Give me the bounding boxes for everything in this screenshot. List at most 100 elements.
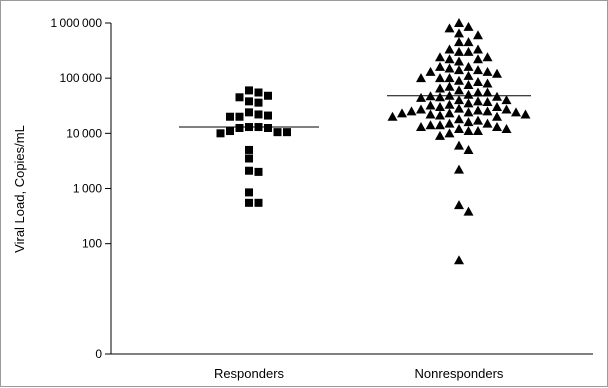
median-lines — [179, 95, 531, 128]
nonresponder-point-5 — [454, 37, 464, 47]
responder-point-25 — [254, 198, 263, 207]
nonresponder-point-85 — [454, 200, 464, 210]
nonresponder-point-47 — [463, 98, 474, 108]
nonresponder-point-53 — [416, 104, 426, 114]
nonresponder-point-8 — [473, 44, 483, 54]
responder-point-21 — [245, 166, 253, 175]
nonresponder-point-64 — [435, 110, 445, 120]
nonresponder-point-28 — [454, 75, 464, 85]
y-axis-title: Viral Load, Copies/mL — [12, 125, 27, 253]
nonresponder-point-49 — [425, 100, 436, 110]
data-points — [216, 18, 531, 265]
nonresponder-point-42 — [416, 92, 426, 102]
nonresponder-point-12 — [482, 52, 493, 62]
nonresponder-point-19 — [454, 65, 464, 75]
nonresponder-point-21 — [482, 66, 493, 76]
nonresponder-point-23 — [492, 68, 502, 78]
responder-point-0 — [245, 86, 253, 95]
nonresponder-point-20 — [473, 65, 483, 75]
nonresponder-point-59 — [511, 107, 521, 117]
nonresponder-point-73 — [425, 120, 436, 130]
y-tick-label-5: 1 000 000 — [50, 16, 102, 30]
nonresponder-point-71 — [482, 118, 493, 128]
nonresponder-point-2 — [444, 23, 455, 33]
responder-point-16 — [273, 128, 282, 137]
nonresponder-point-76 — [454, 123, 464, 133]
nonresponder-point-25 — [444, 73, 455, 83]
responder-point-24 — [245, 198, 253, 207]
nonresponder-point-36 — [482, 87, 493, 97]
nonresponder-point-35 — [473, 87, 483, 97]
responder-point-4 — [245, 97, 253, 106]
responder-point-15 — [226, 127, 234, 136]
nonresponder-point-83 — [463, 144, 474, 154]
nonresponder-point-51 — [492, 102, 502, 112]
nonresponder-point-54 — [501, 104, 512, 114]
nonresponder-point-70 — [444, 118, 455, 128]
nonresponder-point-16 — [463, 61, 474, 71]
responder-point-18 — [283, 128, 291, 137]
nonresponder-point-74 — [492, 122, 502, 132]
responder-point-19 — [245, 145, 253, 154]
nonresponder-point-22 — [425, 66, 436, 76]
nonresponder-point-37 — [463, 89, 474, 99]
nonresponder-point-40 — [492, 91, 502, 101]
nonresponder-point-67 — [454, 114, 464, 124]
responder-point-20 — [245, 154, 253, 163]
nonresponder-point-14 — [473, 54, 483, 64]
y-axis-ticks: 0 100 1 000 10 000 100 000 1 000 000 — [50, 16, 111, 361]
responder-point-8 — [235, 112, 244, 121]
nonresponder-point-69 — [463, 117, 474, 127]
nonresponder-point-66 — [387, 111, 398, 121]
nonresponder-point-87 — [454, 255, 464, 265]
nonresponder-point-78 — [463, 126, 474, 136]
nonresponder-point-65 — [492, 111, 502, 121]
y-tick-label-3: 10 000 — [66, 126, 102, 140]
responder-point-13 — [235, 123, 244, 132]
nonresponder-point-57 — [406, 106, 417, 116]
nonresponder-point-45 — [473, 96, 483, 106]
nonresponder-point-33 — [435, 83, 445, 93]
nonresponder-point-43 — [454, 95, 464, 105]
nonresponder-point-46 — [482, 96, 493, 106]
nonresponder-point-7 — [444, 44, 455, 54]
nonresponder-point-15 — [454, 56, 464, 66]
nonresponder-point-1 — [463, 21, 474, 31]
nonresponder-point-50 — [435, 102, 445, 112]
nonresponder-point-3 — [454, 28, 464, 38]
nonresponder-point-13 — [444, 54, 455, 64]
nonresponder-point-77 — [501, 123, 512, 133]
nonresponder-point-32 — [444, 81, 455, 91]
nonresponder-point-6 — [463, 37, 474, 47]
nonresponder-point-4 — [473, 30, 483, 40]
nonresponder-point-24 — [463, 70, 474, 80]
category-label-nonresponders: Nonresponders — [415, 366, 504, 381]
nonresponder-point-41 — [435, 92, 445, 102]
responder-point-2 — [235, 93, 244, 102]
nonresponder-point-61 — [397, 108, 407, 118]
nonresponder-point-17 — [435, 61, 445, 71]
responder-point-22 — [254, 167, 263, 176]
responder-point-9 — [264, 111, 272, 120]
nonresponder-point-58 — [463, 107, 474, 117]
responder-point-1 — [254, 88, 263, 97]
nonresponder-point-63 — [520, 109, 531, 119]
responder-point-6 — [245, 108, 253, 117]
nonresponder-point-9 — [454, 46, 464, 56]
nonresponder-point-31 — [463, 80, 474, 90]
nonresponder-point-56 — [482, 106, 493, 116]
nonresponder-point-34 — [454, 85, 464, 95]
nonresponder-point-27 — [416, 73, 426, 83]
nonresponder-point-11 — [435, 52, 445, 62]
nonresponder-point-62 — [425, 109, 436, 119]
nonresponder-point-86 — [463, 206, 474, 216]
nonresponder-point-84 — [454, 164, 464, 174]
nonresponder-point-18 — [444, 63, 455, 73]
responder-point-17 — [216, 129, 225, 138]
nonresponder-point-72 — [435, 120, 445, 130]
nonresponder-point-29 — [473, 77, 483, 87]
category-label-responders: Responders — [214, 366, 285, 381]
responder-point-5 — [254, 98, 263, 107]
